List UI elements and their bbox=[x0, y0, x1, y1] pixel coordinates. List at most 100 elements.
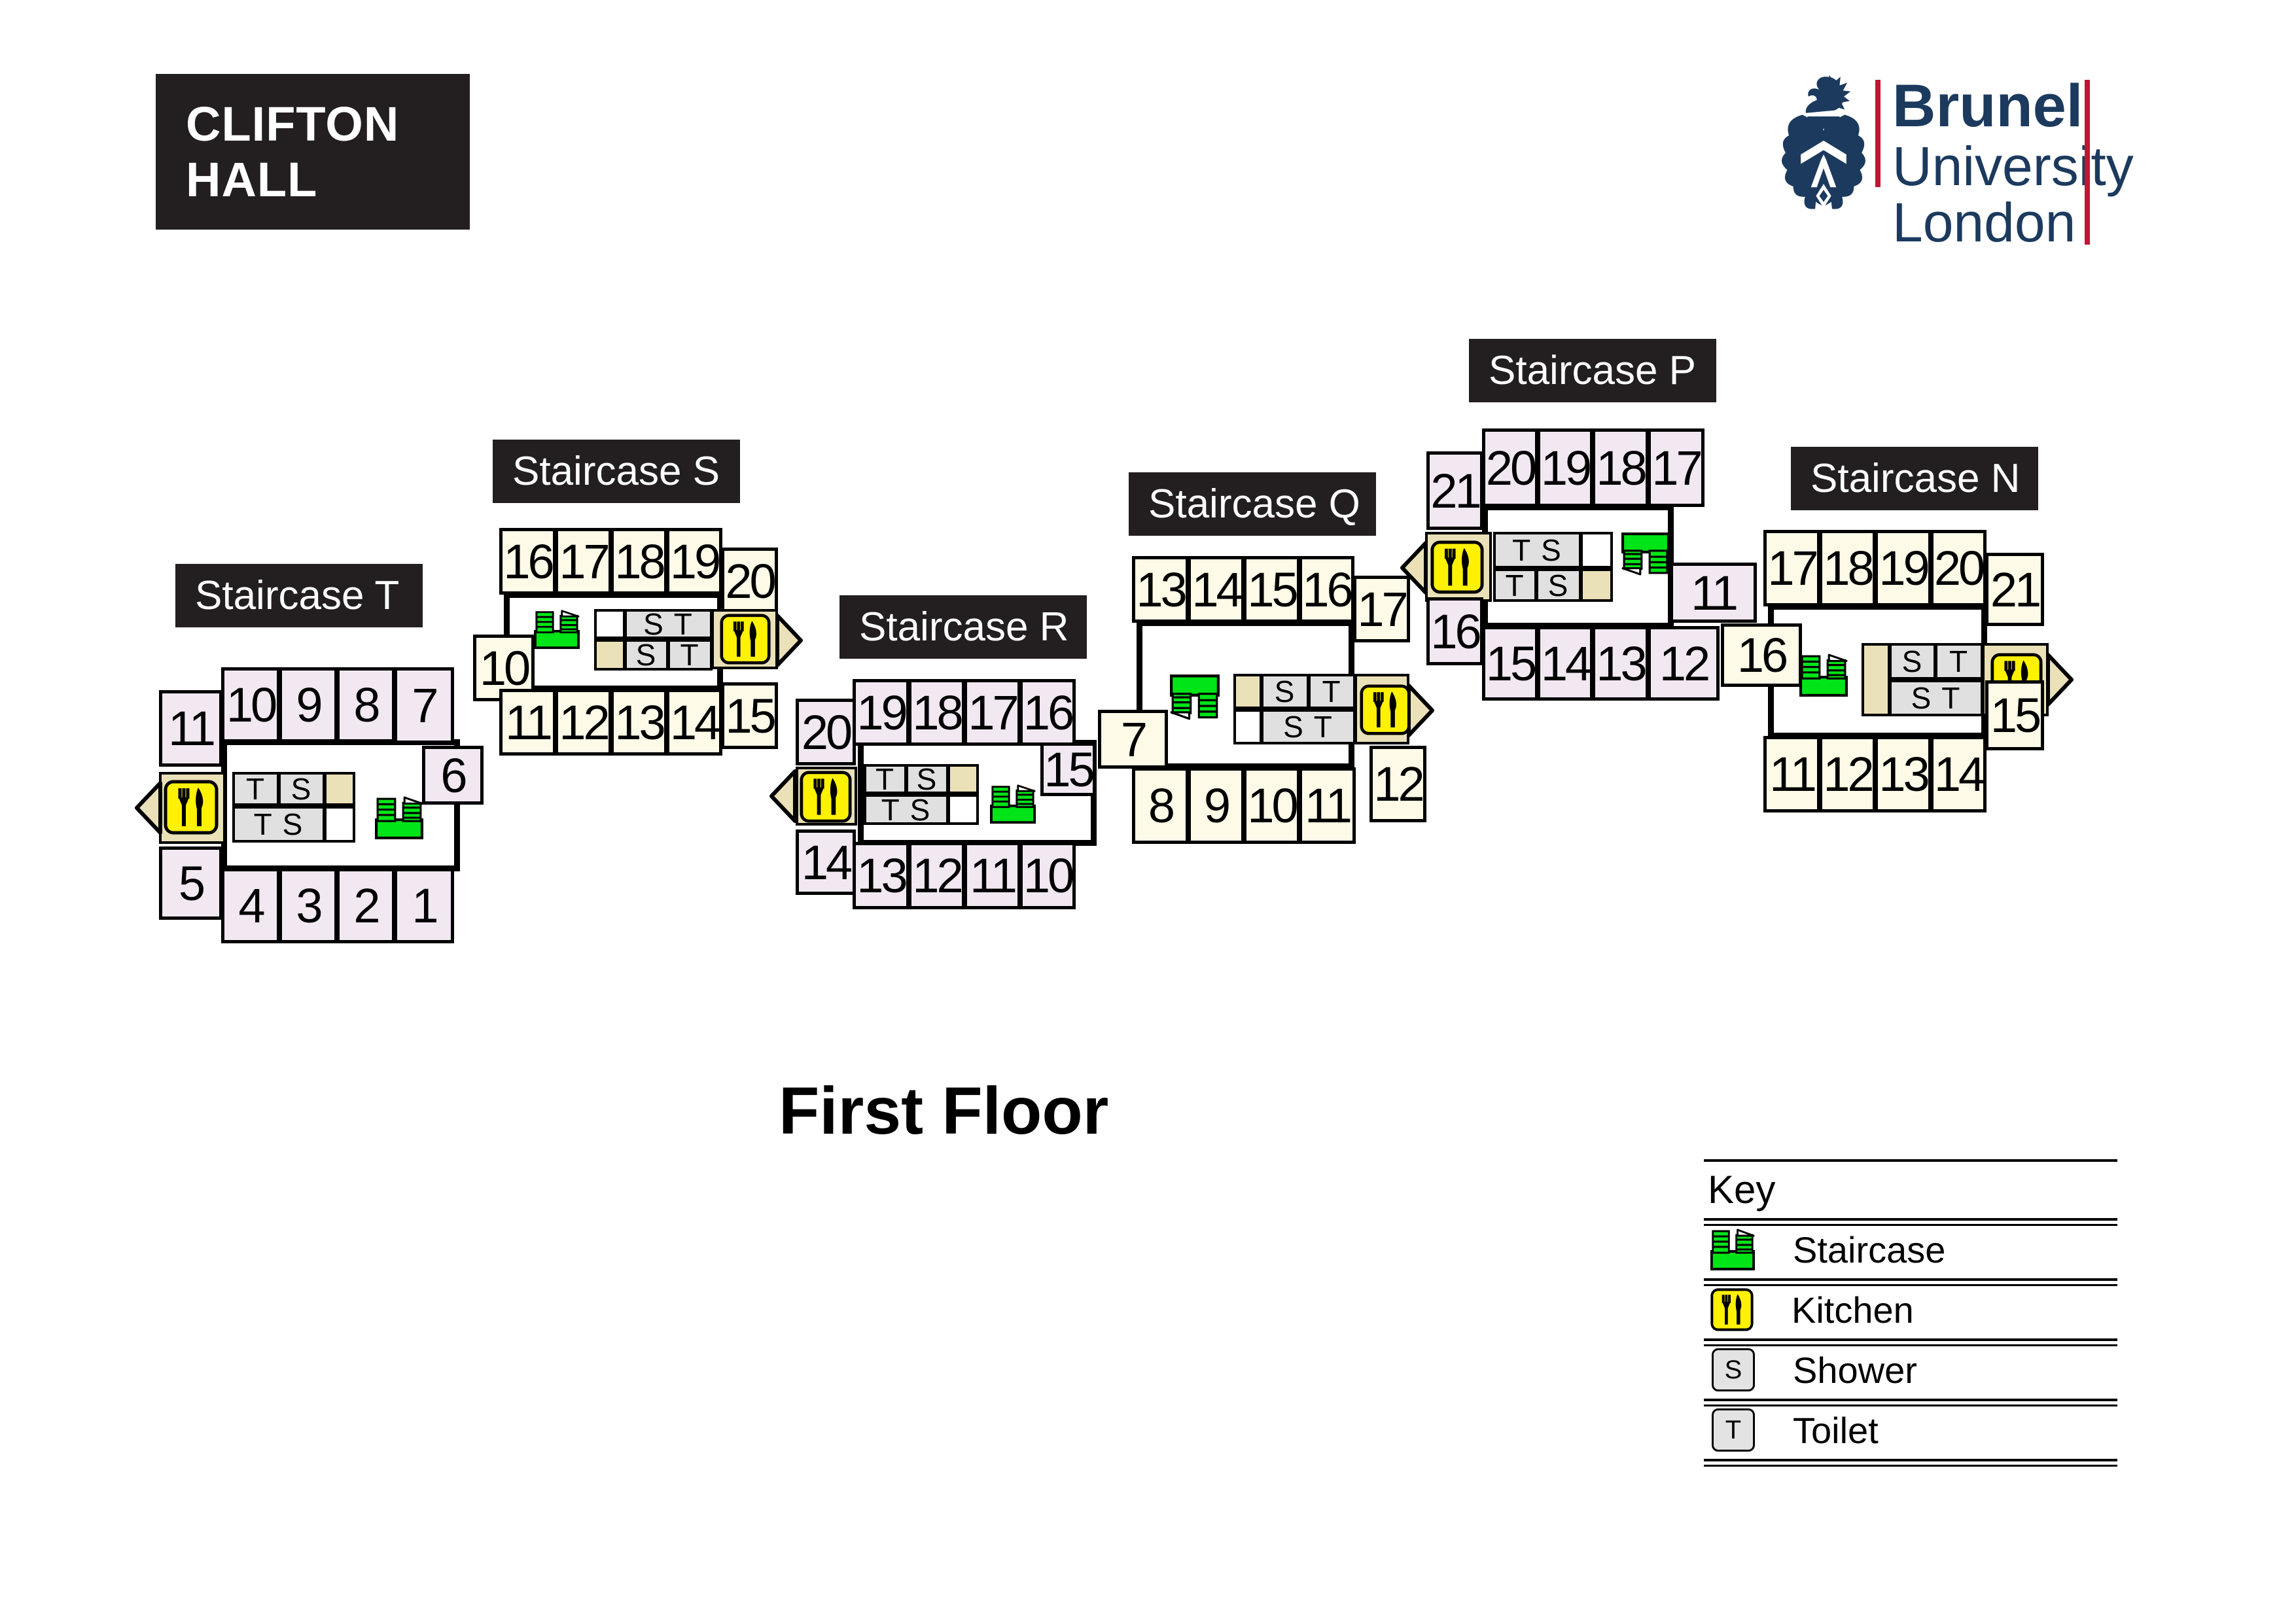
staircase-p-room-20: 20 bbox=[1482, 428, 1538, 507]
staircase-t-toilet-shower-cell: T S bbox=[232, 806, 325, 843]
staircase-r-room-20: 20 bbox=[796, 699, 856, 765]
staircase-r-toilet-shower-cell: T S bbox=[864, 793, 949, 827]
staircase-n-room-12: 12 bbox=[1819, 736, 1876, 812]
staircase-p-toilet-shower-cell: T S bbox=[1493, 532, 1581, 568]
staircase-s-service-cell bbox=[594, 639, 626, 671]
key-title-row: Key bbox=[1704, 1159, 2117, 1218]
staircase-r-label: Staircase R bbox=[839, 595, 1087, 659]
staircase-q-room-8: 8 bbox=[1132, 767, 1189, 844]
staircase-s-shower-toilet-cell: S T bbox=[624, 607, 713, 641]
staircase-s-room-16: 16 bbox=[499, 528, 556, 595]
staircase-p-room-17: 17 bbox=[1648, 428, 1704, 507]
staircase-t-toilet-cell: T bbox=[232, 772, 279, 806]
staircase-icon bbox=[1621, 532, 1670, 576]
kitchen-exit-arrow bbox=[767, 766, 797, 826]
staircase-t-label: Staircase T bbox=[175, 564, 423, 627]
staircase-icon bbox=[534, 609, 580, 650]
staircase-t-room-10: 10 bbox=[221, 667, 280, 742]
staircase-t-room-6: 6 bbox=[422, 746, 484, 805]
staircase-t-room-4: 4 bbox=[221, 868, 280, 943]
toilet-icon: T bbox=[1712, 1408, 1755, 1452]
staircase-n-shower-toilet-cell: S T bbox=[1889, 680, 1983, 716]
staircase-n-room-18: 18 bbox=[1819, 530, 1876, 606]
staircase-icon bbox=[375, 795, 423, 840]
key-panel: Key Staircase Kitchen S Shower T Toilet bbox=[1704, 1159, 2117, 1468]
staircase-s-shower-cell: S bbox=[624, 638, 669, 672]
staircase-n-label: Staircase N bbox=[1791, 447, 2038, 510]
kitchen-icon bbox=[1430, 540, 1484, 594]
staircase-p-room-19: 19 bbox=[1537, 428, 1593, 507]
staircase-n-room-17: 17 bbox=[1763, 530, 1820, 606]
building-title: CLIFTON HALL bbox=[186, 97, 400, 207]
staircase-icon bbox=[1710, 1228, 1755, 1271]
staircase-t-room-1: 1 bbox=[394, 868, 454, 943]
staircase-q-room-15: 15 bbox=[1243, 556, 1300, 623]
staircase-t-shower-cell: S bbox=[278, 772, 325, 806]
staircase-q-label: Staircase Q bbox=[1129, 472, 1376, 536]
staircase-t-room-2: 2 bbox=[336, 868, 395, 943]
staircase-t-room-8: 8 bbox=[336, 667, 395, 742]
staircase-q-room-10: 10 bbox=[1243, 767, 1300, 844]
key-bottom-rule bbox=[1704, 1459, 2117, 1468]
staircase-t-room-3: 3 bbox=[279, 868, 338, 943]
staircase-n-room-11: 11 bbox=[1763, 736, 1820, 812]
staircase-r-room-18: 18 bbox=[908, 679, 965, 746]
staircase-r-room-16: 16 bbox=[1019, 679, 1076, 746]
staircase-p-label: Staircase P bbox=[1469, 339, 1716, 402]
staircase-s-room-14: 14 bbox=[666, 689, 722, 756]
key-row-kitchen: Kitchen bbox=[1704, 1278, 2117, 1338]
kitchen-exit-arrow bbox=[2046, 650, 2076, 710]
logo-wordmark-brunel: Brunel bbox=[1892, 73, 2083, 139]
key-title: Key bbox=[1708, 1167, 1776, 1212]
brunel-crest-icon bbox=[1777, 73, 1870, 246]
staircase-s-toilet-cell: T bbox=[667, 638, 713, 672]
staircase-s-room-15: 15 bbox=[721, 682, 778, 749]
staircase-p-shower-cell: S bbox=[1536, 568, 1581, 602]
staircase-q-room-16: 16 bbox=[1299, 556, 1354, 623]
staircase-q-toilet-cell: T bbox=[1308, 674, 1356, 709]
staircase-s-room-20: 20 bbox=[721, 548, 778, 614]
staircase-p-empty-cell bbox=[1580, 532, 1613, 568]
staircase-q-room-14: 14 bbox=[1188, 556, 1245, 623]
key-label-toilet: Toilet bbox=[1793, 1409, 1879, 1451]
staircase-q-room-7: 7 bbox=[1098, 710, 1168, 769]
staircase-s-label: Staircase S bbox=[493, 440, 740, 503]
kitchen-exit-arrow bbox=[1398, 538, 1428, 598]
staircase-p-room-11: 11 bbox=[1670, 563, 1757, 623]
logo-red-bar-left bbox=[1875, 80, 1881, 187]
staircase-s-room-11: 11 bbox=[499, 689, 556, 756]
key-label-kitchen: Kitchen bbox=[1792, 1289, 1914, 1331]
staircase-p-room-18: 18 bbox=[1592, 428, 1649, 507]
key-row-toilet: T Toilet bbox=[1704, 1399, 2117, 1459]
logo-red-bar-right bbox=[2085, 80, 2090, 245]
staircase-s-room-17: 17 bbox=[555, 528, 612, 595]
staircase-n-room-21: 21 bbox=[1985, 553, 2044, 626]
kitchen-icon bbox=[1710, 1288, 1754, 1331]
kitchen-exit-arrow bbox=[132, 778, 162, 838]
kitchen-icon bbox=[720, 614, 771, 665]
staircase-r-room-12: 12 bbox=[908, 842, 965, 909]
key-row-staircase: Staircase bbox=[1704, 1218, 2117, 1278]
staircase-icon bbox=[1170, 674, 1220, 721]
staircase-r-toilet-cell: T bbox=[864, 762, 907, 796]
staircase-icon bbox=[990, 784, 1036, 824]
staircase-r-service-cell bbox=[947, 764, 979, 794]
staircase-n-room-16: 16 bbox=[1721, 623, 1802, 687]
building-title-box: CLIFTON HALL bbox=[156, 74, 470, 230]
staircase-q-room-13: 13 bbox=[1132, 556, 1189, 623]
staircase-q-service-cell bbox=[1233, 674, 1262, 709]
kitchen-icon bbox=[800, 771, 852, 823]
staircase-n-room-20: 20 bbox=[1930, 530, 1987, 606]
staircase-t-room-5: 5 bbox=[159, 846, 222, 920]
floor-title: First Floor bbox=[779, 1073, 1109, 1148]
kitchen-icon bbox=[164, 780, 219, 835]
staircase-s-room-19: 19 bbox=[666, 528, 722, 595]
staircase-s-room-18: 18 bbox=[610, 528, 667, 595]
staircase-t-room-11: 11 bbox=[159, 690, 222, 767]
staircase-n-service-cell bbox=[1862, 643, 1890, 716]
staircase-q-empty-cell bbox=[1233, 709, 1262, 744]
staircase-s-empty-cell bbox=[594, 609, 626, 639]
staircase-r-empty-cell bbox=[947, 794, 979, 825]
staircase-n-shower-cell: S bbox=[1889, 643, 1936, 680]
kitchen-exit-arrow bbox=[775, 610, 805, 671]
